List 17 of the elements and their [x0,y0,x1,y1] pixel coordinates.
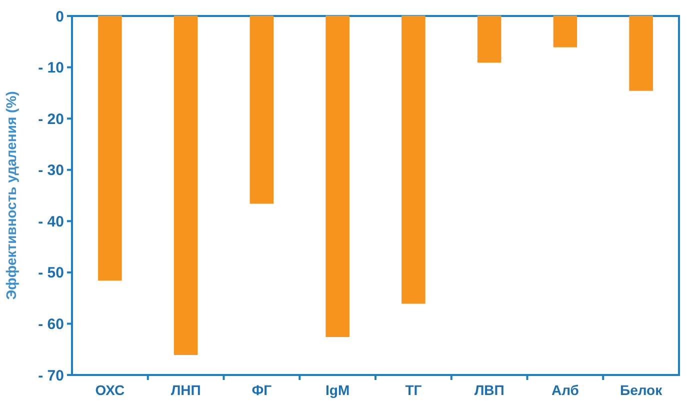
y-tick-label: - 50 [38,264,64,282]
y-tick-label: - 60 [38,316,64,333]
x-tick-label: ФГ [252,382,272,398]
y-tick-label: - 20 [38,110,64,128]
y-axis-title: Эффективность удаления (%) [3,91,19,300]
x-tick-label: IgM [326,382,350,398]
y-tick-label: - 10 [38,60,64,77]
y-tick-label: - 30 [38,162,64,180]
x-tick-label: Белок [620,382,664,398]
y-tick-label: - 40 [38,213,64,230]
x-tick-label: ЛНП [170,382,201,398]
x-tick-label: ТГ [405,382,422,398]
y-tick-label: 0 [56,8,64,26]
x-tick-label: Алб [551,382,580,398]
x-tick-label: ЛВП [474,382,504,398]
y-tick-label: - 70 [38,367,64,384]
x-tick-label: ОХС [95,382,125,398]
